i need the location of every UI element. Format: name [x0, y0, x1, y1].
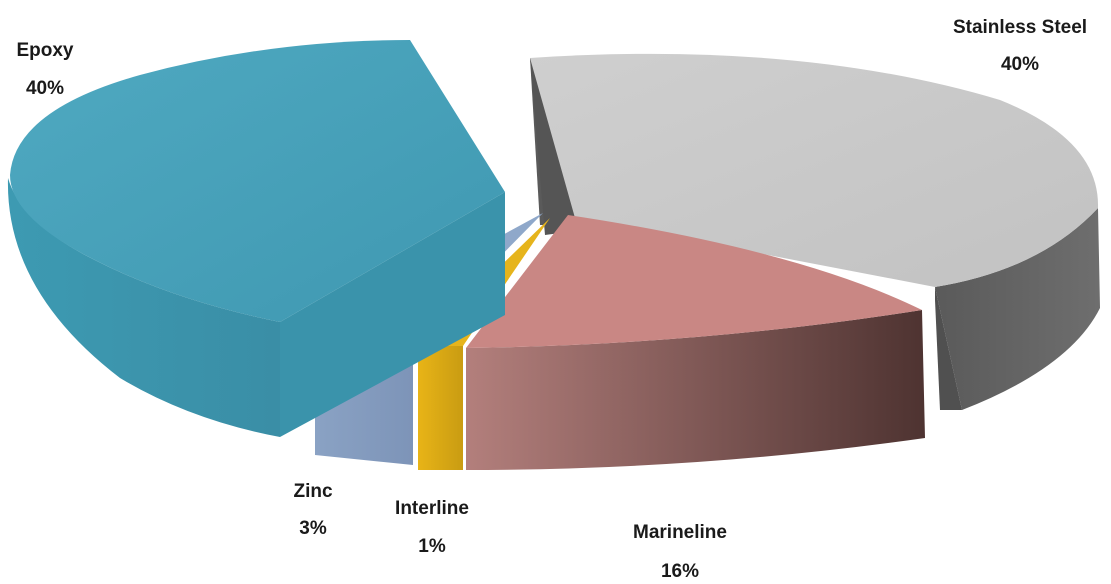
- label-epoxy: Epoxy 40%: [16, 40, 73, 99]
- label-stainless-steel: Stainless Steel 40%: [953, 17, 1087, 75]
- label-epoxy-value: 40%: [26, 78, 64, 99]
- slice-stainless-steel: [530, 53, 1100, 410]
- label-zinc-value: 3%: [299, 518, 327, 539]
- label-marineline-value: 16%: [661, 561, 699, 582]
- label-stainless-steel-name: Stainless Steel: [953, 17, 1087, 38]
- slice-epoxy: [7, 40, 505, 437]
- slice-marineline: [466, 215, 925, 470]
- label-interline-name: Interline: [395, 498, 469, 519]
- label-marineline: Marineline 16%: [633, 522, 727, 582]
- label-interline-value: 1%: [418, 536, 446, 557]
- label-interline: Interline 1%: [395, 498, 469, 557]
- label-zinc-name: Zinc: [293, 481, 332, 502]
- label-zinc: Zinc 3%: [293, 481, 332, 539]
- label-stainless-steel-value: 40%: [1001, 54, 1039, 75]
- label-epoxy-name: Epoxy: [16, 40, 73, 61]
- label-marineline-name: Marineline: [633, 522, 727, 543]
